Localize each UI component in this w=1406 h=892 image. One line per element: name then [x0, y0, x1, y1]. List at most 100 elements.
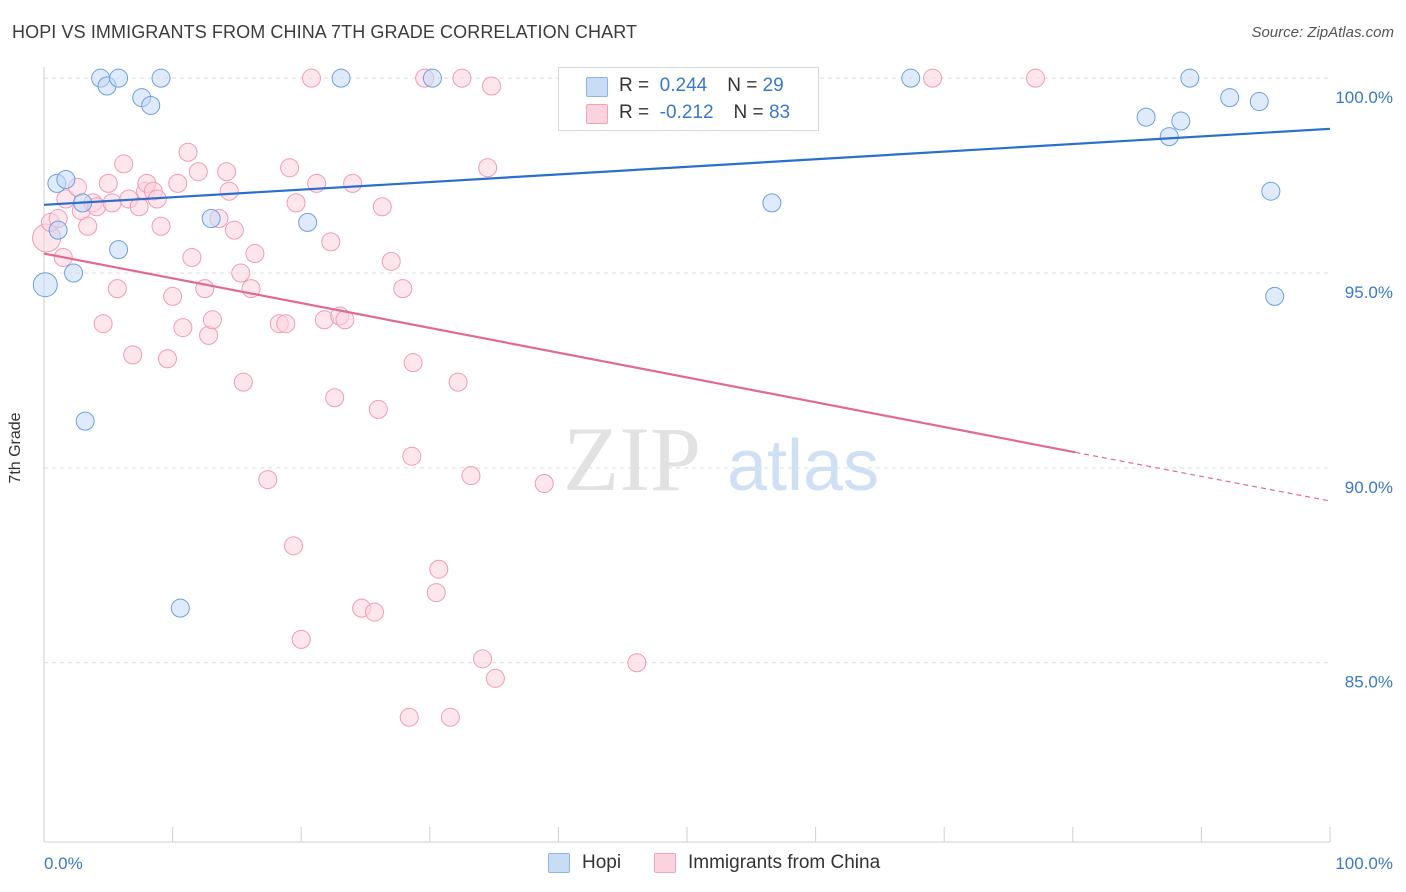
- china-point: [381, 251, 401, 271]
- stats-legend: R = 0.244 N = 29 R = -0.212 N = 83: [558, 67, 819, 131]
- china-point: [482, 76, 502, 96]
- trend-lines: [43, 127, 1331, 502]
- hopi-point: [32, 272, 58, 298]
- hopi-point: [1249, 92, 1269, 112]
- hopi-point: [75, 411, 95, 431]
- china-point: [202, 310, 222, 330]
- legend-r-value-hopi: 0.244: [659, 75, 708, 96]
- y-tick-label: 95.0%: [1345, 283, 1393, 302]
- china-point: [258, 470, 278, 490]
- series-legend: Hopi Immigrants from China: [0, 852, 1406, 878]
- watermark: ZIP atlas: [563, 408, 879, 510]
- hopi-point: [141, 95, 161, 115]
- hopi-point: [762, 193, 782, 213]
- china-point: [168, 173, 188, 193]
- hopi-point: [1261, 181, 1281, 201]
- hopi-point: [201, 208, 221, 228]
- series-china-points: [32, 68, 1046, 727]
- hopi-point: [151, 68, 171, 88]
- legend-label-hopi: Hopi: [582, 852, 622, 873]
- legend-label-china: Immigrants from China: [688, 852, 881, 873]
- china-point: [393, 279, 413, 299]
- china-point: [163, 286, 183, 306]
- y-tick-label: 85.0%: [1345, 673, 1393, 692]
- hopi-point: [298, 212, 318, 232]
- china-point: [321, 232, 341, 252]
- y-tick-label: 100.0%: [1335, 88, 1393, 107]
- china-point: [151, 216, 171, 236]
- china-point: [1026, 68, 1046, 88]
- hopi-point: [109, 68, 129, 88]
- hopi-point: [48, 220, 68, 240]
- china-point: [372, 197, 392, 217]
- china-point: [217, 162, 237, 182]
- legend-swatch-china: [586, 104, 608, 124]
- legend-swatch-hopi: [548, 853, 570, 873]
- china-point: [188, 162, 208, 182]
- china-point: [199, 325, 219, 345]
- source-label: Source: ZipAtlas.com: [1251, 24, 1394, 41]
- china-point: [426, 583, 446, 603]
- x-tick-label: 0.0%: [44, 854, 83, 873]
- legend-r-label: R =: [619, 102, 650, 123]
- legend-r-value-china: -0.212: [659, 102, 714, 123]
- china-point: [286, 193, 306, 213]
- china-point: [157, 349, 177, 369]
- hopi-point: [1171, 111, 1191, 131]
- trend-line-hopi: [43, 127, 1331, 206]
- legend-item-china: Immigrants from China: [654, 852, 880, 874]
- legend-row-hopi: R = 0.244 N = 29: [619, 73, 784, 99]
- china-point: [403, 353, 423, 373]
- china-point: [233, 372, 253, 392]
- trend-line-china-extension: [1075, 451, 1331, 502]
- legend-n-value-hopi: 29: [762, 75, 784, 96]
- china-point: [301, 68, 321, 88]
- china-point: [534, 473, 554, 493]
- china-point: [448, 372, 468, 392]
- legend-item-hopi: Hopi: [548, 852, 621, 874]
- hopi-point: [1220, 88, 1240, 108]
- series-hopi-points: [32, 68, 1285, 618]
- china-point: [343, 173, 363, 193]
- china-point: [923, 68, 943, 88]
- hopi-point: [1159, 127, 1179, 147]
- trend-line-china: [43, 252, 1076, 454]
- china-point: [245, 244, 265, 264]
- watermark-atlas: atlas: [727, 426, 879, 506]
- china-point: [276, 314, 296, 334]
- legend-n-label: N =: [727, 75, 758, 96]
- hopi-point: [1265, 286, 1285, 306]
- hopi-point: [56, 170, 76, 189]
- china-point: [291, 629, 311, 649]
- china-point: [283, 536, 303, 556]
- hopi-point: [422, 68, 442, 88]
- legend-row-china: R = -0.212 N = 83: [619, 100, 790, 126]
- china-point: [399, 707, 419, 727]
- x-tick-label: 100.0%: [1335, 854, 1393, 873]
- china-point: [231, 263, 251, 283]
- china-point: [98, 173, 118, 193]
- china-point: [478, 158, 498, 178]
- hopi-point: [901, 68, 921, 88]
- china-point: [102, 193, 122, 213]
- china-point: [173, 318, 193, 338]
- china-point: [107, 279, 127, 299]
- china-point: [368, 399, 388, 419]
- china-point: [429, 559, 449, 579]
- legend-n-value-china: 83: [768, 102, 791, 123]
- china-point: [325, 388, 345, 408]
- china-point: [440, 707, 460, 727]
- china-point: [123, 345, 143, 365]
- china-point: [280, 158, 300, 178]
- legend-r-label: R =: [619, 75, 650, 96]
- china-point: [473, 649, 493, 669]
- china-point: [365, 602, 385, 622]
- china-point: [78, 216, 98, 236]
- y-tick-label: 90.0%: [1345, 478, 1393, 497]
- axes: [43, 67, 1331, 843]
- tick-labels: 100.0% 95.0% 90.0% 85.0% 0.0% 100.0%: [44, 88, 1393, 873]
- china-point: [402, 446, 422, 466]
- hopi-point: [64, 263, 84, 283]
- hopi-point: [109, 240, 129, 260]
